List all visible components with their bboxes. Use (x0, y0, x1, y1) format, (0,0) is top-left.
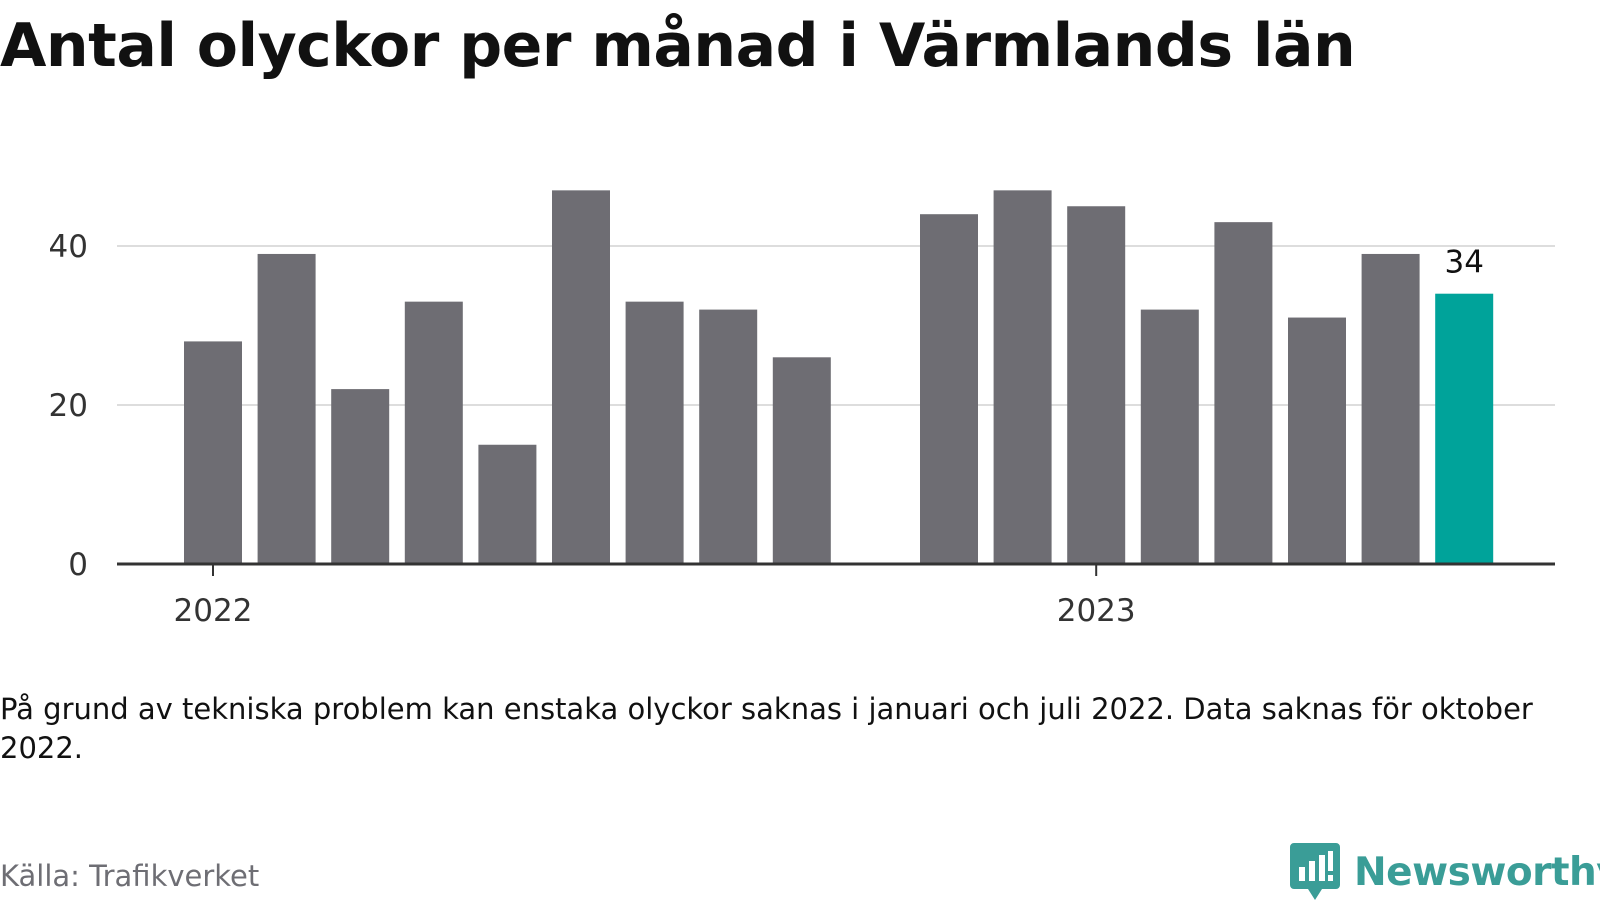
bar-2022-07 (625, 301, 684, 564)
x-tick-label: 2023 (1057, 593, 1136, 629)
bar-2022-08 (699, 309, 758, 564)
y-tick-label: 0 (68, 547, 88, 583)
bar-2023-01 (1067, 206, 1126, 564)
x-tick-label: 2022 (174, 593, 253, 629)
bar-2022-12 (993, 190, 1052, 564)
bar-2023-04 (1288, 317, 1346, 564)
labels: 0 20 40 2022 2023 34 (49, 229, 1484, 629)
bar-2022-03 (331, 389, 390, 564)
bars (184, 190, 1494, 564)
y-tick-label: 20 (49, 388, 88, 424)
chart-title: Antal olyckor per månad i Värmlands län (0, 11, 1356, 81)
bar-2022-01 (184, 341, 242, 564)
bar-2022-02 (257, 253, 316, 564)
source-credit: Källa: Trafikverket (0, 859, 260, 893)
y-tick-label: 40 (49, 229, 88, 265)
highlight-data-label: 34 (1444, 245, 1483, 281)
bar-2022-06 (552, 190, 610, 564)
brand-name: Newsworthy (1354, 849, 1600, 895)
brand-logo: Newsworthy (1290, 841, 1600, 903)
bar-2022-09 (772, 357, 831, 564)
bar-2022-04 (404, 301, 463, 564)
axes (117, 562, 1555, 576)
bar-2022-05 (478, 444, 537, 564)
bar-2023-03 (1214, 222, 1273, 564)
bar-chart: 0 20 40 2022 2023 34 (49, 190, 1555, 629)
chart-footnote: På grund av tekniska problem kan enstaka… (0, 692, 1533, 765)
newsworthy-logo-icon (1290, 843, 1340, 900)
bar-2023-05 (1361, 253, 1420, 564)
bar-2023-06 (1435, 293, 1494, 564)
bar-2023-02 (1140, 309, 1199, 564)
bar-2022-11 (920, 214, 978, 564)
